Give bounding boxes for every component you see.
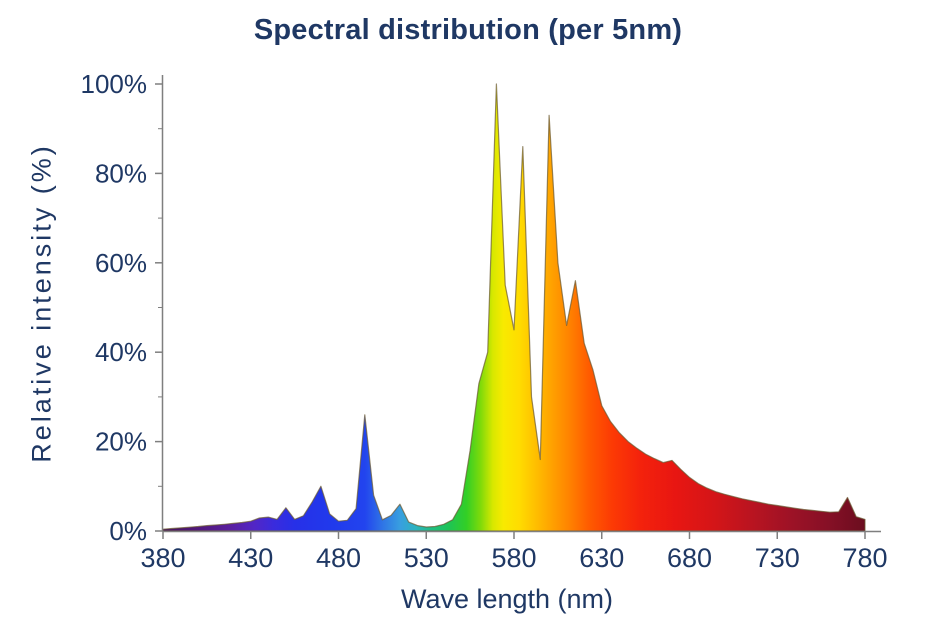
y-tick-label: 100% xyxy=(81,69,148,99)
y-tick-label: 20% xyxy=(95,427,147,457)
x-tick-label: 580 xyxy=(491,543,536,573)
x-tick-label: 630 xyxy=(579,543,624,573)
x-tick-label: 730 xyxy=(755,543,800,573)
x-tick-label: 380 xyxy=(140,543,185,573)
x-tick-label: 530 xyxy=(404,543,449,573)
y-tick-label: 80% xyxy=(95,158,147,188)
y-tick-label: 40% xyxy=(95,337,147,367)
x-axis-ticks: 380 430 480 530 580 630 680 730 780 xyxy=(140,531,888,573)
y-axis-ticks: 0% 20% 40% 60% 80% 100% xyxy=(81,69,163,546)
y-axis-title: Relative intensity (%) xyxy=(26,143,57,463)
spectral-area xyxy=(162,83,866,532)
chart-title: Spectral distribution (per 5nm) xyxy=(253,14,683,46)
x-axis-title: Wave length (nm) xyxy=(400,584,614,614)
y-tick-label: 60% xyxy=(95,248,147,278)
y-tick-label: 0% xyxy=(109,516,147,546)
x-tick-label: 680 xyxy=(667,543,712,573)
x-tick-label: 780 xyxy=(842,543,887,573)
x-tick-label: 480 xyxy=(316,543,361,573)
x-tick-label: 430 xyxy=(228,543,273,573)
